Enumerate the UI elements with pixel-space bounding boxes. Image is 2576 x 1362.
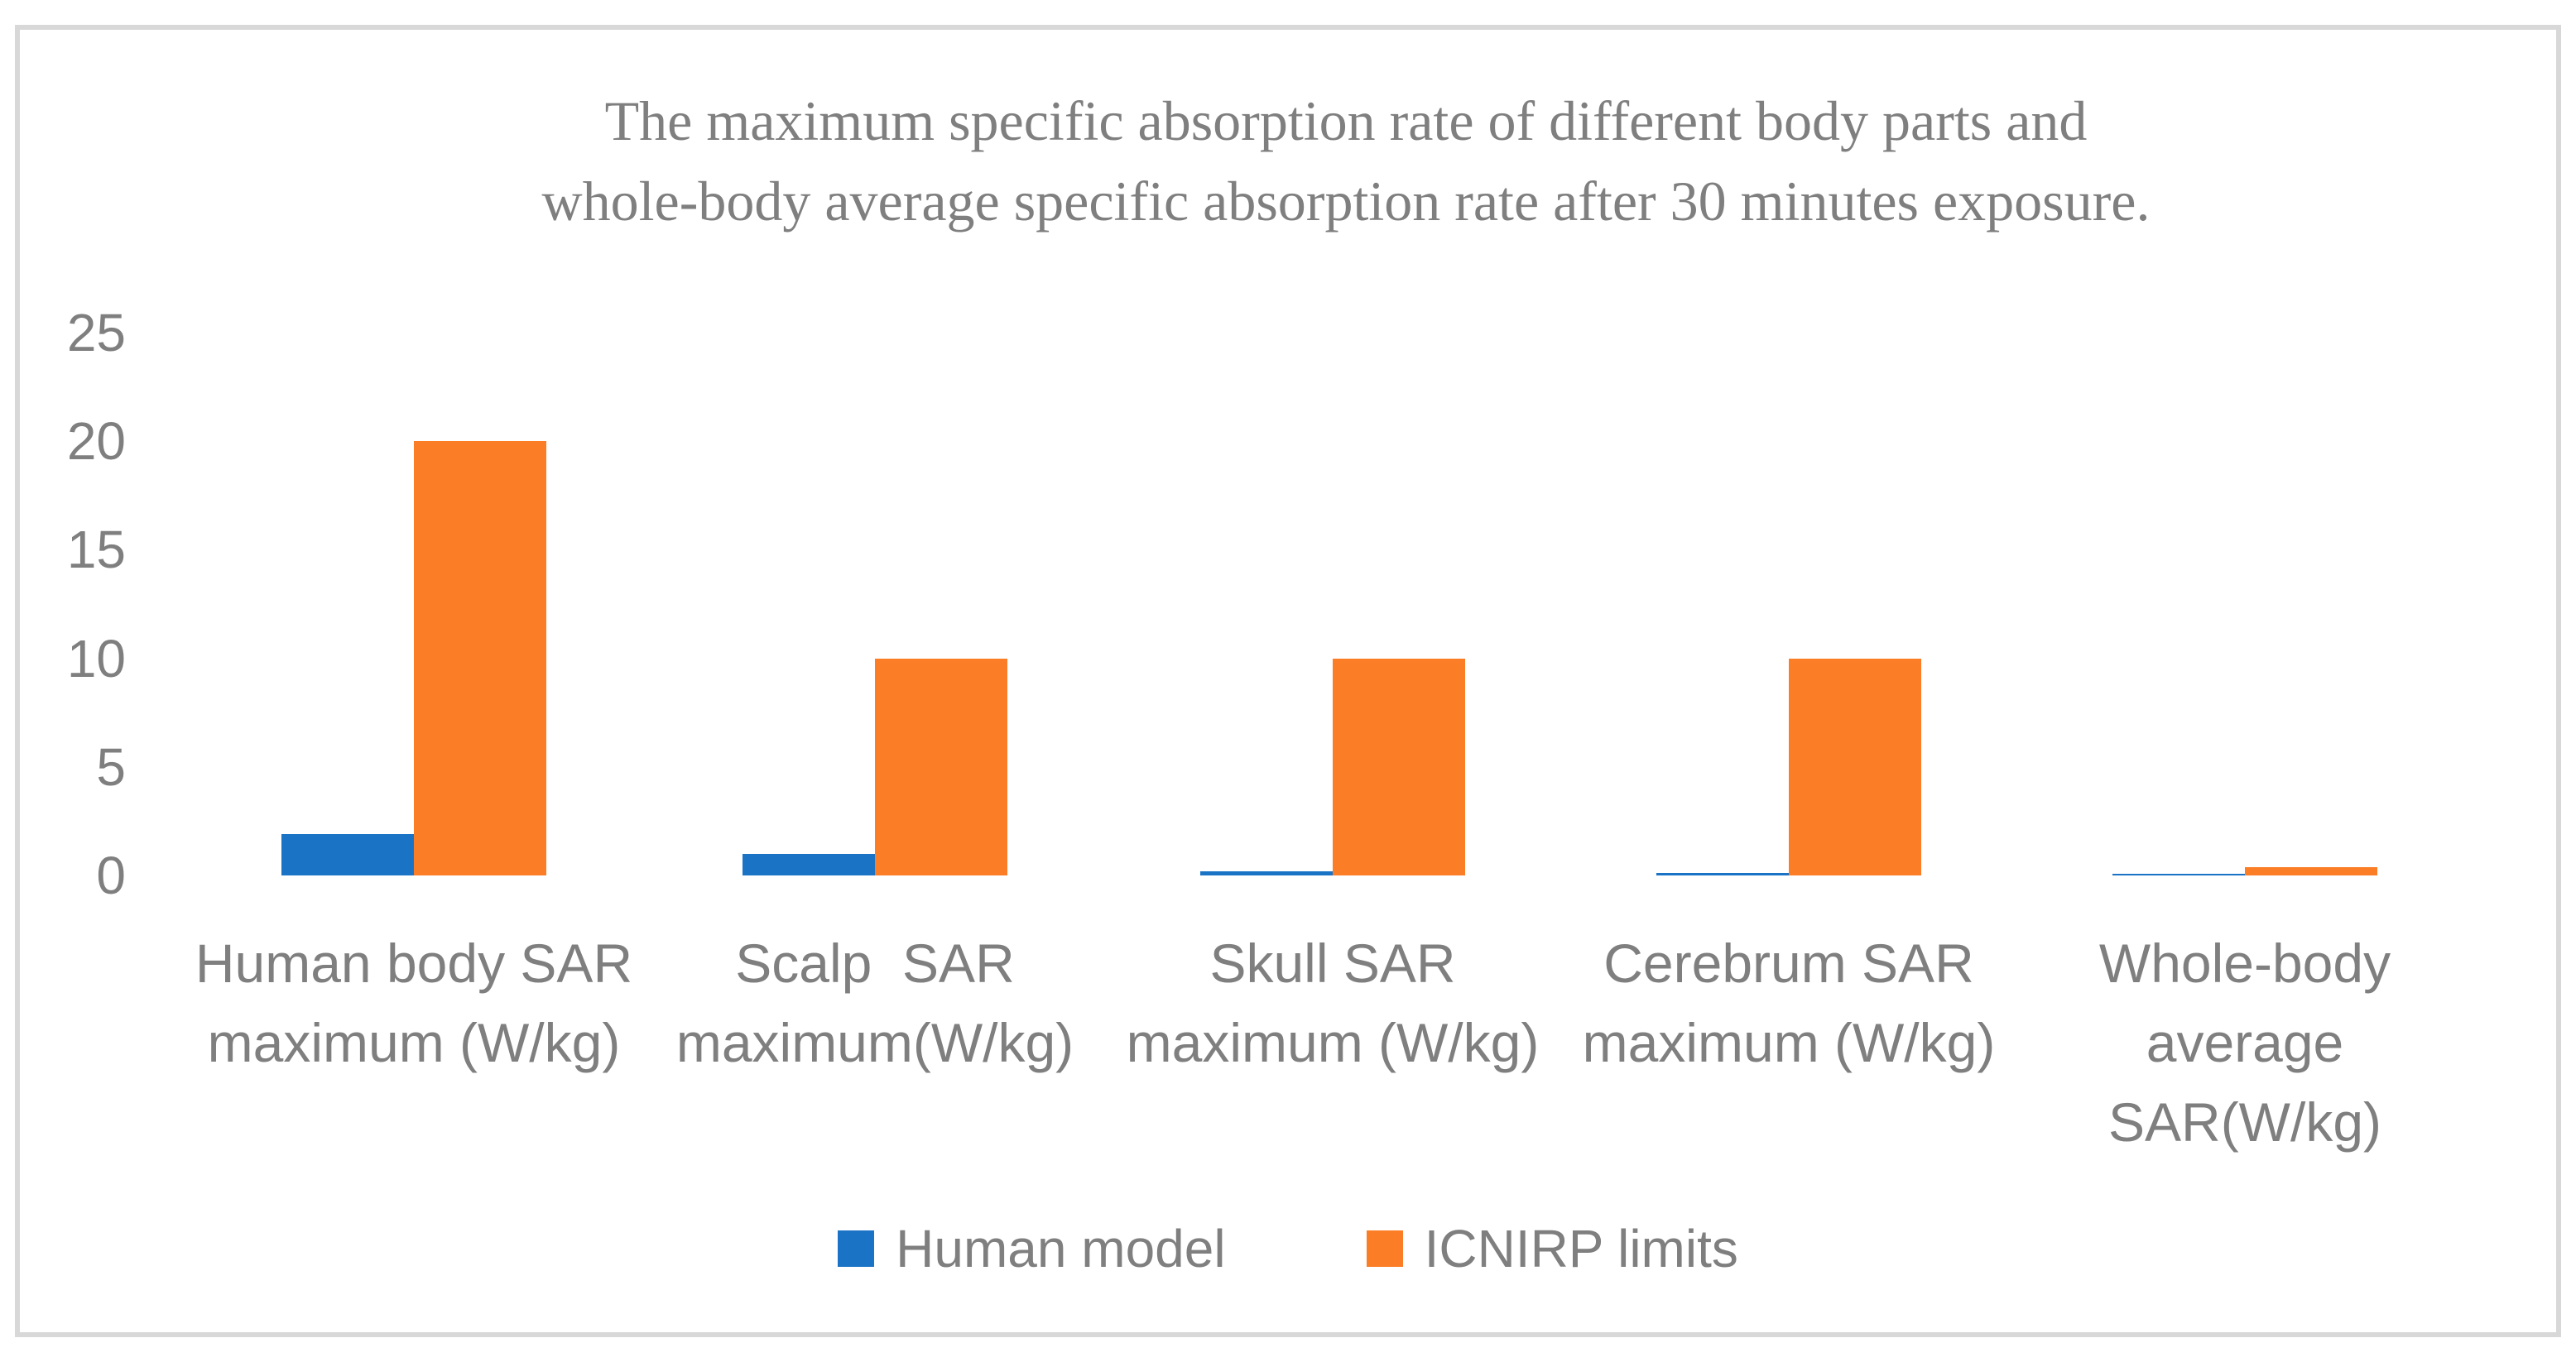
bar-human-model-0: [281, 834, 414, 875]
category-label-1: Scalp SAR maximum(W/kg): [602, 923, 1148, 1082]
category-label-4: Whole-body average SAR(W/kg): [1972, 923, 2518, 1162]
category-label-line: maximum (W/kg): [1126, 1012, 1540, 1073]
legend-marker-icon: [838, 1230, 875, 1267]
legend-marker-icon: [1366, 1230, 1403, 1267]
legend-item-icnirp-limits: ICNIRP limits: [1366, 1219, 1738, 1278]
bar-icnirp-limits-3: [1789, 658, 1921, 875]
chart-title-line-2: whole-body average specific absorption r…: [541, 170, 2151, 233]
category-label-2: Skull SAR maximum (W/kg): [1060, 923, 1606, 1082]
y-tick-label-25: 25: [66, 302, 126, 362]
category-label-line: Whole-body: [2098, 933, 2391, 994]
category-label-line: Cerebrum SAR: [1603, 933, 1974, 994]
category-label-line: Skull SAR: [1209, 933, 1456, 994]
bar-human-model-4: [2112, 873, 2245, 875]
bar-human-model-3: [1656, 873, 1789, 875]
y-tick-label-10: 10: [66, 628, 126, 688]
category-label-line: maximum (W/kg): [207, 1012, 621, 1073]
category-label-line: Human body SAR: [195, 933, 633, 994]
bar-icnirp-limits-4: [2245, 866, 2377, 875]
bar-icnirp-limits-2: [1333, 658, 1465, 875]
category-label-line: Scalp SAR: [735, 933, 1015, 994]
category-label-line: maximum(W/kg): [675, 1012, 1074, 1073]
legend-item-human-model: Human model: [838, 1219, 1226, 1278]
legend-label: ICNIRP limits: [1424, 1219, 1738, 1278]
category-label-3: Cerebrum SAR maximum (W/kg): [1516, 923, 2062, 1082]
bar-icnirp-limits-0: [414, 441, 546, 875]
category-label-line: SAR(W/kg): [2108, 1091, 2381, 1153]
y-tick-label-5: 5: [96, 736, 126, 797]
category-label-line: maximum (W/kg): [1582, 1012, 1996, 1073]
bar-icnirp-limits-1: [875, 658, 1007, 875]
y-tick-label-0: 0: [96, 846, 126, 905]
bar-human-model-2: [1200, 870, 1333, 875]
y-tick-label-20: 20: [66, 411, 126, 471]
legend-label: Human model: [896, 1219, 1226, 1278]
category-label-0: Human body SAR maximum (W/kg): [141, 923, 687, 1082]
y-tick-label-15: 15: [66, 520, 126, 580]
category-label-line: average: [2146, 1012, 2344, 1073]
legend: Human model ICNIRP limits: [0, 1220, 2576, 1278]
chart-title-line-1: The maximum specific absorption rate of …: [604, 89, 2088, 152]
chart-title: The maximum specific absorption rate of …: [182, 81, 2510, 242]
bar-human-model-1: [743, 853, 875, 875]
